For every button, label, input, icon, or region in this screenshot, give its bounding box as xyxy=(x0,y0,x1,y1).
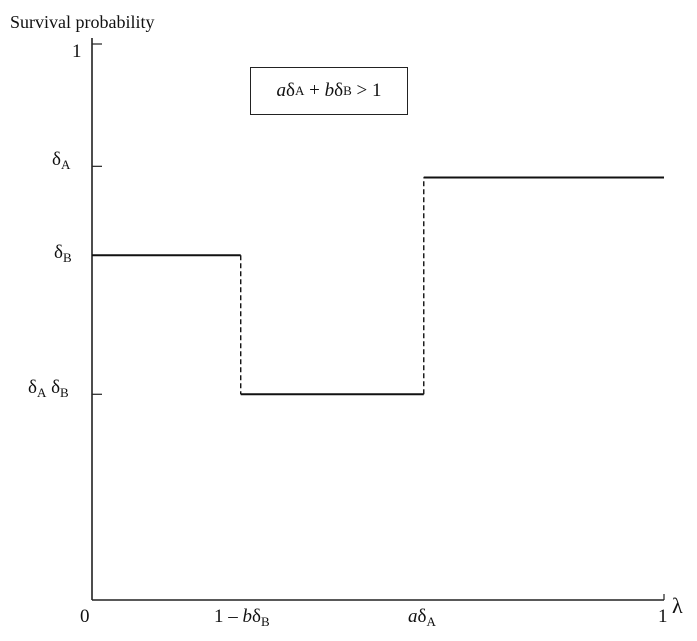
annotation-a: a xyxy=(276,80,287,101)
x-tick-label-one: 1 xyxy=(658,606,668,627)
y-tick-label-delta-a: δA xyxy=(52,150,70,171)
y-tick-label-delta-a-delta-b: δA δB xyxy=(28,378,69,399)
annotation-sub-2: B xyxy=(343,83,352,98)
annotation-b: b xyxy=(324,80,335,101)
y-tick-dadb-symbol-2: δ xyxy=(51,377,61,398)
annotation-plus: + xyxy=(309,80,320,101)
y-tick-delta-a-symbol: δ xyxy=(52,149,61,170)
x-tick-1-subscript: B xyxy=(260,614,270,629)
x-tick-1-prefix: 1 – xyxy=(214,606,238,627)
x-tick-label-one-minus-b-delta-b: 1 – bδB xyxy=(214,607,270,628)
x-tick-1-coef: b xyxy=(242,606,253,627)
annotation-delta-2: δ xyxy=(334,80,344,101)
x-tick-2-subscript: A xyxy=(426,614,436,629)
series-survival-probability xyxy=(92,176,664,396)
annotation-relation: > 1 xyxy=(356,80,382,101)
annotation-delta-1: δ xyxy=(286,80,295,101)
y-tick-label-one: 1 xyxy=(72,41,82,62)
x-axis-label: λ xyxy=(672,593,683,618)
y-tick-delta-a-subscript: A xyxy=(60,157,71,172)
x-tick-2-symbol: δ xyxy=(417,606,427,627)
y-tick-dadb-subscript-2: B xyxy=(60,385,69,400)
annotation-sub-1: A xyxy=(295,83,305,98)
y-tick-dadb-symbol-1: δ xyxy=(28,377,37,398)
x-tick-2-coef: a xyxy=(408,606,418,627)
tick-marks xyxy=(92,43,102,395)
y-tick-delta-b-subscript: B xyxy=(62,250,72,265)
x-tick-label-a-delta-a: aδA xyxy=(408,607,436,628)
y-tick-label-delta-b: δB xyxy=(54,243,72,264)
y-tick-delta-b-symbol: δ xyxy=(54,242,63,263)
x-tick-1-symbol: δ xyxy=(252,606,261,627)
y-axis-label: Survival probability xyxy=(10,12,155,32)
x-tick-label-zero: 0 xyxy=(80,606,90,627)
y-tick-dadb-subscript-1: A xyxy=(36,385,47,400)
